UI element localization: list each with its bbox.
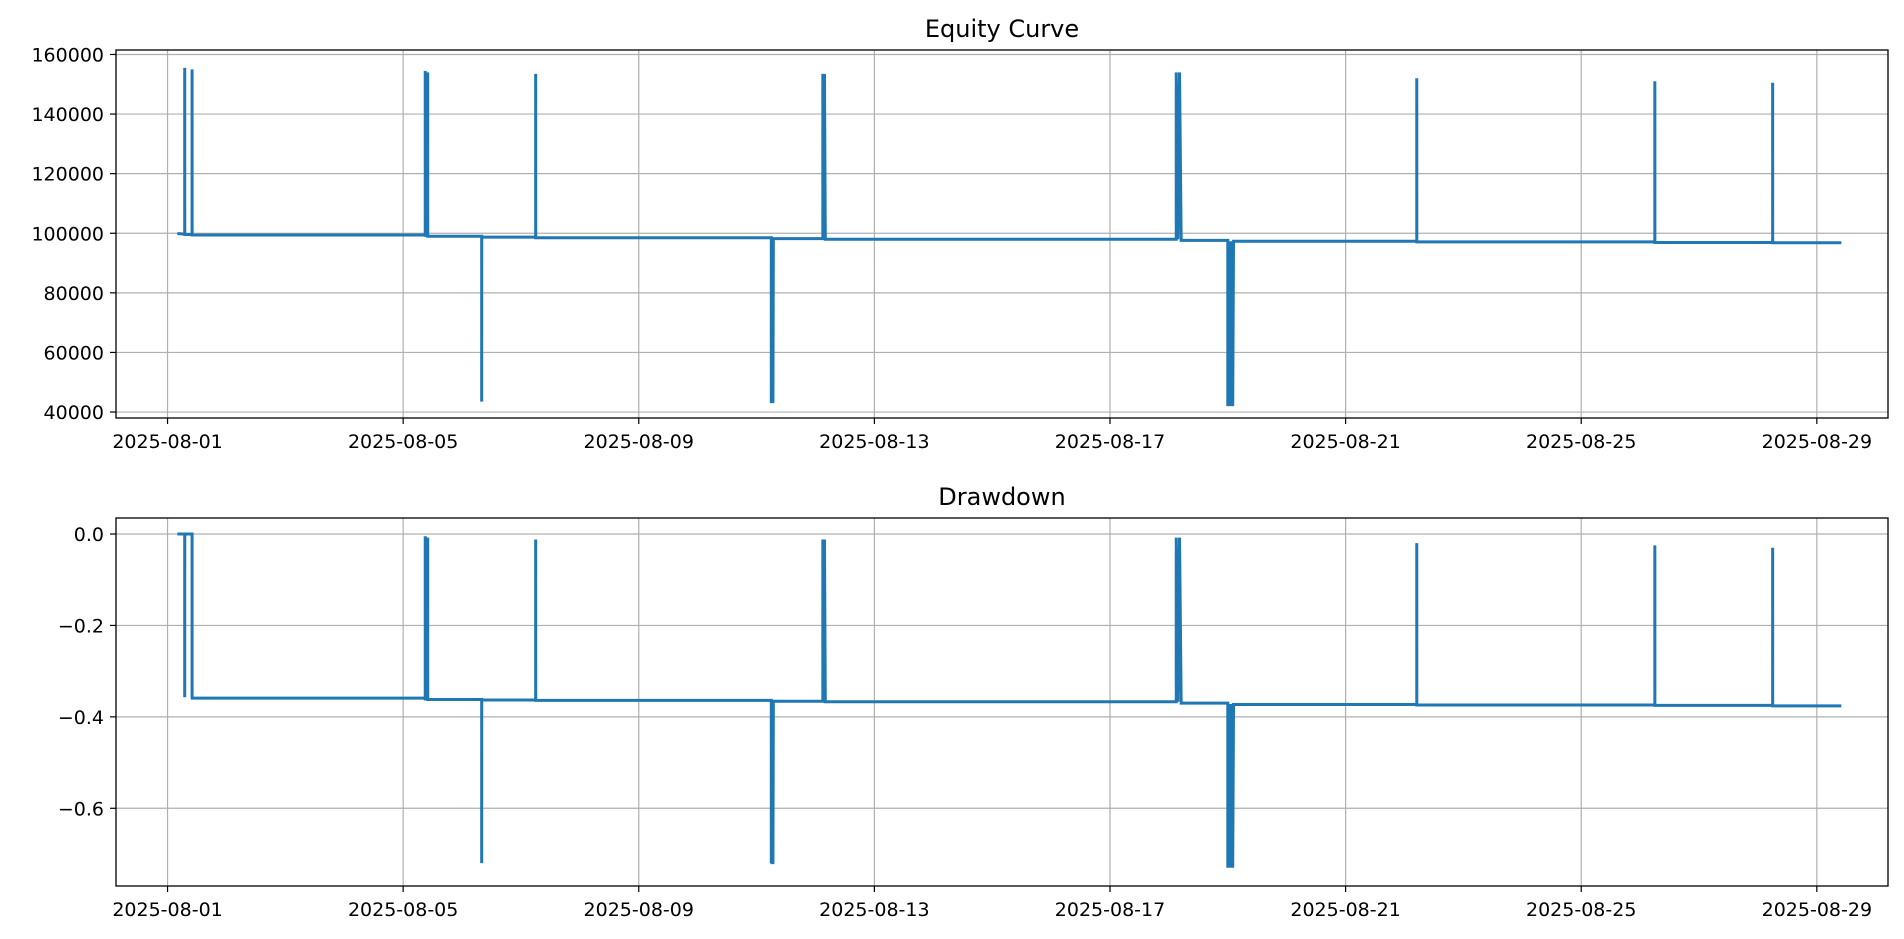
equity-x-tick-label: 2025-08-29 [1762, 431, 1872, 453]
drawdown-axes-frame [115, 517, 1889, 887]
equity-series-line [177, 67, 1842, 407]
equity-x-tick-label: 2025-08-13 [819, 431, 929, 453]
drawdown-x-tick-label: 2025-08-09 [584, 899, 694, 921]
drawdown-x-tick-label: 2025-08-25 [1526, 899, 1636, 921]
drawdown-title: Drawdown [938, 483, 1065, 511]
drawdown-series-line [177, 532, 1842, 868]
equity-y-tick-label: 100000 [31, 223, 104, 245]
equity-y-tick-label: 80000 [44, 283, 104, 305]
equity-x-tick-label: 2025-08-17 [1055, 431, 1165, 453]
equity-x-tick-label: 2025-08-05 [348, 431, 458, 453]
drawdown-x-tick-label: 2025-08-01 [112, 899, 222, 921]
equity-x-tick-label: 2025-08-01 [112, 431, 222, 453]
equity-x-tick-label: 2025-08-25 [1526, 431, 1636, 453]
drawdown-x-tick-label: 2025-08-29 [1762, 899, 1872, 921]
equity-axes-frame [115, 49, 1889, 419]
drawdown-y-tick-label: −0.6 [58, 798, 104, 820]
equity-y-tick-label: 140000 [31, 104, 104, 126]
equity-y-tick-label: 160000 [31, 44, 104, 66]
drawdown-y-tick-label: −0.2 [58, 615, 104, 637]
drawdown-y-tick-label: 0.0 [74, 524, 104, 546]
equity-curve-panel: Equity Curve 2025-08-01 2025-08-05 2025-08… [31, 15, 1889, 453]
equity-y-tick-label: 40000 [44, 402, 104, 424]
drawdown-x-tick-label: 2025-08-17 [1055, 899, 1165, 921]
equity-curve-title: Equity Curve [925, 15, 1079, 43]
equity-x-tick-label: 2025-08-21 [1290, 431, 1400, 453]
drawdown-x-tick-label: 2025-08-13 [819, 899, 929, 921]
drawdown-y-tick-label: −0.4 [58, 707, 104, 729]
equity-x-tick-label: 2025-08-09 [584, 431, 694, 453]
equity-y-tick-label: 120000 [31, 164, 104, 186]
drawdown-x-tick-label: 2025-08-21 [1290, 899, 1400, 921]
drawdown-x-tick-label: 2025-08-05 [348, 899, 458, 921]
equity-y-tick-label: 60000 [44, 342, 104, 364]
drawdown-panel: Drawdown 2025-08-01 2025-08-05 2025-08-09 2… [58, 483, 1889, 921]
